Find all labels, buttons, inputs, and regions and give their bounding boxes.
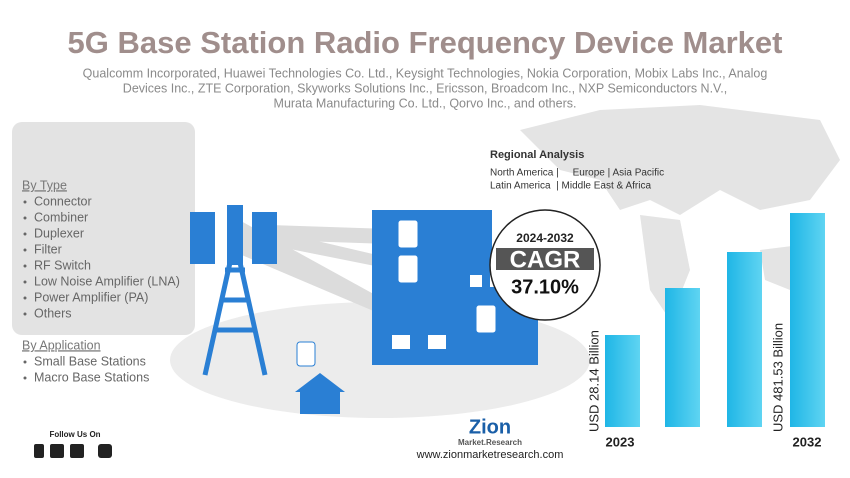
- end-year: 2032: [793, 434, 822, 449]
- regional-line: Latin America | Middle East & Africa: [490, 181, 651, 192]
- bullet: [23, 296, 27, 300]
- subtitle-line: Murata Manufacturing Co. Ltd., Qorvo Inc…: [274, 96, 577, 110]
- regional-heading: Regional Analysis: [490, 149, 584, 161]
- cagr-band: [496, 248, 594, 270]
- segment-item: Filter: [34, 242, 62, 256]
- segment-item: Small Base Stations: [34, 354, 146, 368]
- social-icons[interactable]: [34, 444, 112, 458]
- url[interactable]: www.zionmarketresearch.com: [416, 449, 564, 461]
- cagr-value: 37.10%: [511, 276, 579, 298]
- start-value: USD 28.14 Billion: [586, 330, 601, 432]
- bullet: [23, 264, 27, 268]
- segment-item: Connector: [34, 194, 92, 208]
- brand-sub: Market.Research: [458, 438, 522, 447]
- segment-item: Macro Base Stations: [34, 370, 149, 384]
- segment-item: Duplexer: [34, 226, 84, 240]
- start-year: 2023: [606, 434, 635, 449]
- follow-label: Follow Us On: [49, 430, 100, 439]
- end-value: USD 481.53 Billion: [770, 323, 785, 432]
- regional-line: North America | Europe | Asia Pacific: [490, 168, 664, 179]
- segment-item: RF Switch: [34, 258, 91, 272]
- brand: Zion: [469, 416, 511, 438]
- bullet: [23, 200, 27, 204]
- segment-heading: By Type: [22, 178, 67, 192]
- cagr-label: CAGR: [510, 246, 581, 273]
- bullet: [23, 360, 27, 364]
- segment-item: Others: [34, 306, 72, 320]
- bullet: [23, 280, 27, 284]
- subtitle-line: Devices Inc., ZTE Corporation, Skyworks …: [123, 81, 727, 95]
- title: 5G Base Station Radio Frequency Device M…: [68, 25, 783, 60]
- segment-heading: By Application: [22, 338, 101, 352]
- bullet: [23, 216, 27, 220]
- subtitle-line: Qualcomm Incorporated, Huawei Technologi…: [83, 66, 768, 80]
- segment-item: Power Amplifier (PA): [34, 290, 148, 304]
- cagr-period: 2024-2032: [516, 231, 574, 245]
- bullet: [23, 248, 27, 252]
- segment-item: Low Noise Amplifier (LNA): [34, 274, 180, 288]
- growth-bars: [605, 213, 825, 427]
- bullet: [23, 376, 27, 380]
- bullet: [23, 312, 27, 316]
- segment-panel: [12, 122, 195, 335]
- bullet: [23, 232, 27, 236]
- segment-item: Combiner: [34, 210, 88, 224]
